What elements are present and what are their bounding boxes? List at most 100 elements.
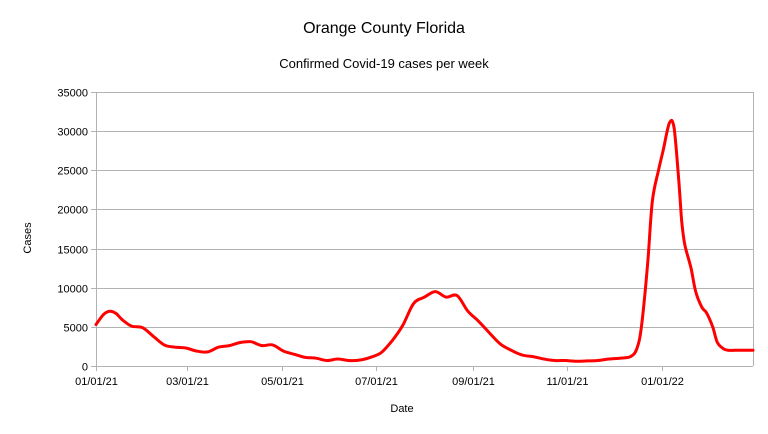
y-tick-label: 35000 — [57, 88, 88, 100]
x-tick-label: 01/01/21 — [75, 376, 118, 388]
chart-subtitle: Confirmed Covid-19 cases per week — [279, 56, 489, 71]
data-point — [727, 349, 730, 352]
data-point — [304, 356, 307, 359]
data-point — [488, 331, 491, 335]
data-point — [751, 349, 755, 352]
data-point — [249, 340, 253, 343]
data-point — [455, 294, 459, 297]
data-point — [379, 351, 383, 354]
data-point — [640, 325, 643, 329]
x-tick-label: 09/01/21 — [452, 376, 495, 388]
y-tick-label: 25000 — [57, 166, 88, 178]
y-axis-label: Cases — [22, 222, 34, 254]
data-point — [635, 347, 638, 350]
chart-title: Orange County Florida — [303, 20, 465, 37]
data-point — [646, 263, 649, 266]
axes — [91, 92, 754, 371]
data-point — [206, 350, 209, 354]
data-point — [689, 266, 693, 270]
data-point — [130, 324, 133, 328]
data-point — [716, 341, 719, 344]
y-tick-labels: 0 5000 10000 15000 20000 25000 30000 35000 — [57, 88, 88, 374]
x-tick-label: 11/01/21 — [546, 376, 588, 388]
data-point — [520, 353, 524, 357]
y-tick-label: 5000 — [64, 323, 88, 335]
data-point — [195, 349, 198, 353]
data-point — [347, 359, 350, 362]
data-point — [744, 349, 747, 352]
data-point — [369, 356, 372, 359]
data-point — [423, 295, 426, 299]
data-point — [683, 243, 686, 246]
data-point — [163, 343, 166, 347]
data-point — [661, 149, 665, 152]
data-point — [314, 357, 318, 360]
data-point — [94, 323, 98, 326]
data-point — [114, 312, 118, 315]
gridlines — [96, 92, 753, 328]
data-point — [531, 355, 535, 358]
y-tick-label: 30000 — [57, 127, 88, 139]
data-point — [705, 311, 708, 314]
data-point — [434, 290, 437, 293]
data-point — [336, 357, 339, 361]
data-point — [184, 346, 188, 350]
data-point — [466, 310, 470, 313]
data-point — [499, 342, 502, 346]
data-point — [260, 344, 263, 347]
data-point — [238, 341, 242, 344]
y-tick-label: 0 — [82, 362, 88, 374]
data-point — [672, 126, 676, 129]
data-point — [412, 302, 415, 305]
y-tick-label: 10000 — [57, 284, 88, 296]
data-point — [668, 122, 671, 125]
data-point — [694, 290, 697, 293]
y-tick-label: 15000 — [57, 245, 88, 257]
x-axis-label: Date — [390, 403, 413, 415]
data-point — [722, 347, 725, 350]
data-point — [152, 335, 155, 338]
data-point — [173, 346, 177, 349]
data-point — [553, 359, 556, 362]
x-tick-labels: 01/01/21 03/01/21 05/01/21 07/01/21 09/01/21… — [75, 376, 684, 388]
data-point — [293, 353, 296, 356]
data-point — [575, 360, 578, 363]
data-point — [271, 343, 274, 347]
data-point — [677, 176, 680, 180]
data-point — [657, 169, 660, 172]
data-point — [358, 358, 361, 362]
series-line — [94, 118, 755, 363]
data-point — [629, 355, 632, 358]
data-point — [325, 359, 329, 362]
data-point — [680, 220, 683, 223]
data-point — [596, 359, 600, 362]
data-point — [607, 357, 611, 361]
data-point — [586, 359, 589, 363]
data-point — [108, 310, 112, 313]
x-tick-label: 05/01/21 — [261, 376, 304, 388]
data-point — [510, 349, 513, 352]
data-point — [121, 318, 124, 321]
data-point — [618, 357, 621, 360]
data-point — [564, 359, 567, 362]
data-point — [390, 339, 394, 343]
data-point — [733, 349, 736, 352]
data-point — [141, 326, 144, 329]
data-point — [445, 295, 448, 299]
data-point — [282, 349, 285, 353]
x-tick-label: 07/01/21 — [355, 376, 398, 388]
x-tick-label: 01/01/22 — [641, 376, 684, 388]
data-point — [737, 349, 741, 352]
series-layer — [94, 118, 755, 363]
data-point — [228, 344, 231, 347]
data-point — [102, 313, 105, 316]
data-point — [651, 200, 654, 203]
y-tick-label: 20000 — [57, 205, 88, 217]
data-point — [477, 320, 480, 323]
x-tick-label: 03/01/21 — [166, 376, 209, 388]
data-point — [542, 357, 545, 361]
data-point — [401, 324, 404, 327]
data-point — [217, 346, 220, 349]
data-point — [700, 306, 704, 309]
